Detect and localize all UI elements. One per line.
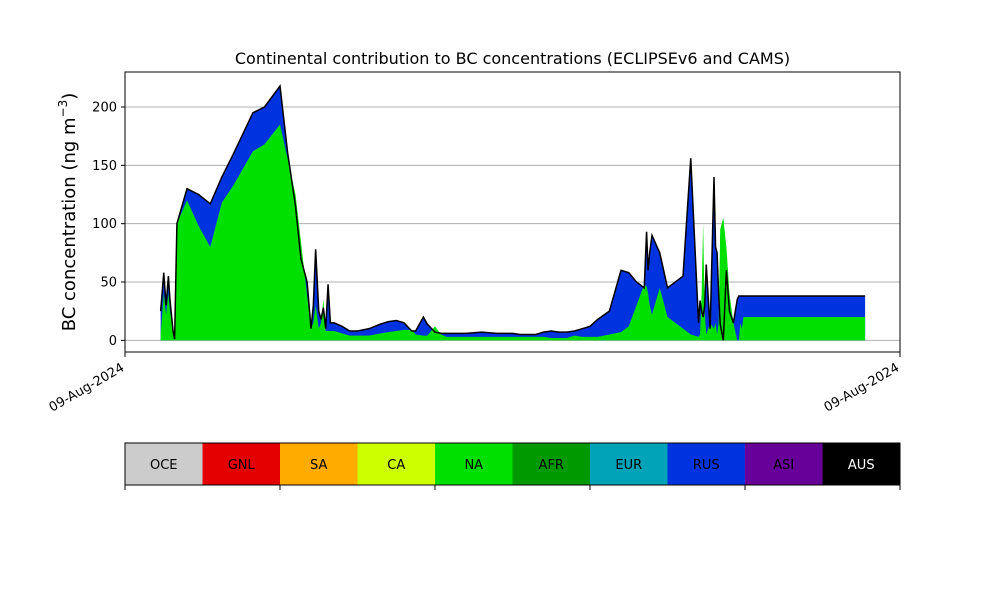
legend-swatch-asi [745, 443, 823, 485]
y-axis-label-main: BC concentration (ng m [59, 117, 80, 331]
x-tick-label: 09-Aug-2024 [822, 360, 902, 415]
y-axis-label: BC concentration (ng m−3) [56, 93, 80, 332]
legend-label: NA [464, 458, 483, 473]
legend-label: OCE [150, 458, 178, 473]
y-tick-label: 0 [109, 334, 117, 349]
y-tick-label: 200 [92, 101, 117, 116]
y-tick-label: 100 [92, 217, 117, 232]
legend-label: SA [310, 458, 327, 473]
legend-swatch-sa [280, 443, 358, 485]
total-outline [159, 84, 866, 341]
y-axis-label-close: ) [59, 93, 80, 100]
x-ticks: 09-Aug-2024 09-Aug-2024 [47, 352, 902, 416]
legend-label: GNL [228, 458, 256, 473]
color-legend: OCE GNL SA CA NA AFR EUR RUS ASI AUS [124, 442, 901, 490]
x-tick-label: 09-Aug-2024 [47, 360, 127, 415]
y-tick-label: 150 [92, 159, 117, 174]
plot-frame [124, 71, 901, 353]
y-axis-label-exponent: −3 [56, 100, 70, 118]
legend-swatch-na [435, 443, 513, 485]
chart-title: Continental contribution to BC concentra… [235, 49, 790, 68]
legend-swatch-aus [822, 443, 900, 485]
legend-swatch-oce [125, 443, 203, 485]
legend-frame [124, 442, 901, 486]
legend-label: AFR [539, 458, 564, 473]
legend-swatch-eur [590, 443, 668, 485]
legend-label: CA [387, 458, 405, 473]
area-rus [160, 86, 866, 341]
legend-swatch-rus [667, 443, 745, 485]
area-na [160, 124, 866, 341]
legend-label: ASI [773, 458, 794, 473]
legend-label: RUS [693, 458, 720, 473]
legend-swatch-ca [357, 443, 435, 485]
legend-swatch-gnl [202, 443, 280, 485]
area-series [160, 86, 866, 341]
y-tick-label: 50 [100, 276, 117, 291]
total-line [159, 84, 866, 341]
legend-label: AUS [848, 458, 875, 473]
legend-label: EUR [615, 458, 642, 473]
legend-swatch-afr [512, 443, 590, 485]
y-ticks: 0 50 100 150 200 [92, 101, 125, 349]
